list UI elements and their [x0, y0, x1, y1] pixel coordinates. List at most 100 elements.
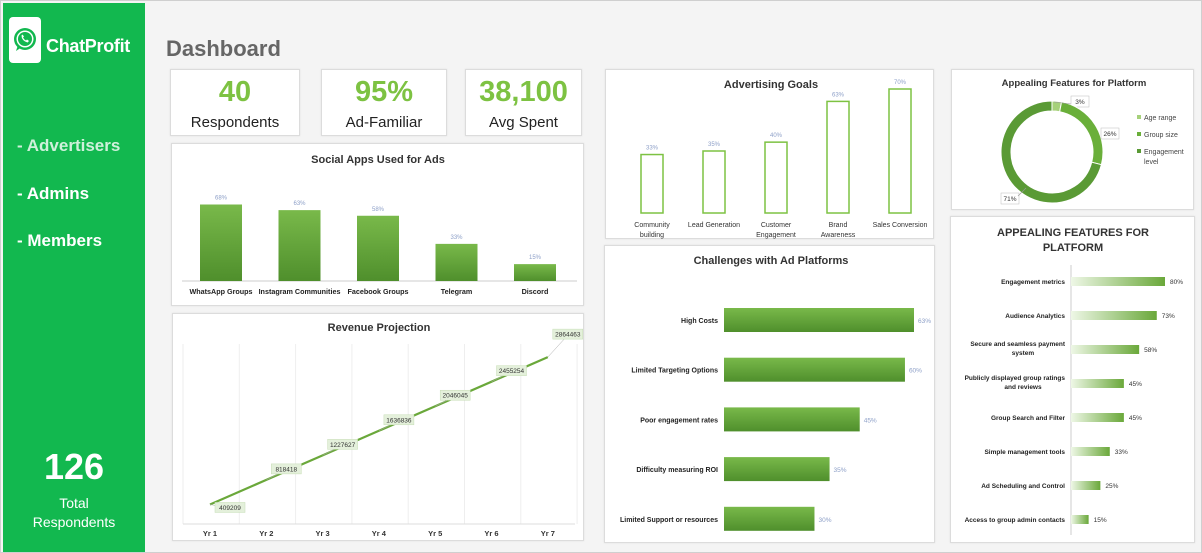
- slice-label-box: [1100, 127, 1120, 140]
- advertising-goals-card: Advertising Goals 33% Community building 35%…: [605, 69, 934, 239]
- social-apps-chart: Social Apps Used for Ads 68% WhatsApp Grou…: [182, 154, 577, 296]
- bar-data-label: 70%: [894, 80, 907, 86]
- data-label-box: [271, 463, 302, 475]
- bar-data-label: 30%: [818, 517, 831, 524]
- category-label: High Costs: [681, 318, 718, 325]
- kpi-label: Avg Spent: [489, 114, 558, 131]
- bar: [1071, 515, 1089, 524]
- data-label: 818418: [275, 466, 297, 473]
- legend-swatch: [1137, 132, 1141, 136]
- challenges-card: Challenges with Ad Platforms High Costs 63…: [604, 245, 935, 543]
- data-label-box: [496, 365, 527, 376]
- bar: [200, 204, 242, 281]
- category-label: Awareness: [821, 232, 856, 239]
- bar-data-label: 68%: [215, 196, 228, 202]
- data-label: 2864463: [555, 332, 581, 339]
- bar-data-label: 15%: [529, 255, 542, 261]
- data-label: 409209: [219, 505, 241, 512]
- bar-data-label: 58%: [1144, 347, 1157, 354]
- nav-item-admins[interactable]: - Admins: [17, 184, 90, 203]
- bar: [1071, 413, 1124, 422]
- category-label: Instagram Communities: [259, 287, 341, 296]
- bar-data-label: 35%: [708, 142, 721, 148]
- bar: [278, 210, 321, 281]
- chart-title: Challenges with Ad Platforms: [694, 255, 849, 267]
- slice-label: 71%: [1003, 196, 1016, 203]
- kpi-value: 40: [218, 76, 252, 108]
- bar-data-label: 33%: [646, 146, 659, 152]
- data-label-box: [439, 389, 471, 401]
- chart-title: Appealing Features for Platform: [1002, 78, 1147, 89]
- chart-title: APPEALING FEATURES FOR: [997, 227, 1149, 239]
- bar: [888, 88, 912, 214]
- bar-data-label: 40%: [770, 133, 783, 139]
- bar-data-label: 15%: [1094, 517, 1107, 524]
- x-tick-label: Yr 6: [484, 529, 498, 538]
- bar-data-label: 35%: [834, 467, 847, 474]
- legend-swatch: [1137, 115, 1141, 119]
- appealing-donut-chart: Appealing Features for Platform 3% 26% 71% A…: [1000, 78, 1184, 205]
- slice-label: 26%: [1103, 131, 1116, 138]
- category-label: Sales Conversion: [873, 222, 928, 229]
- bar-data-label: 73%: [1162, 313, 1175, 320]
- chart-title: PLATFORM: [1043, 242, 1103, 254]
- advertising-goals-chart: Advertising Goals 33% Community building 35%…: [634, 79, 928, 239]
- nav-item-members[interactable]: - Members: [17, 231, 103, 250]
- category-label: Telegram: [441, 287, 472, 296]
- legend-label: level: [1144, 159, 1159, 166]
- category-label: Audience Analytics: [1005, 313, 1065, 320]
- bar: [826, 100, 850, 214]
- category-label: Limited Targeting Options: [631, 368, 718, 375]
- bar-data-label: 63%: [832, 92, 845, 98]
- category-label: Poor engagement rates: [640, 417, 718, 424]
- category-label: Group Search and Filter: [991, 415, 1066, 422]
- category-label: Simple management tools: [984, 449, 1065, 456]
- data-label: 2046045: [443, 393, 469, 400]
- bar: [702, 150, 726, 214]
- category-label: Difficulty measuring ROI: [636, 467, 718, 474]
- legend-label: Engagement: [1144, 149, 1184, 156]
- bar-data-label: 45%: [1129, 415, 1142, 422]
- x-tick-label: Yr 3: [316, 529, 330, 538]
- bar-data-label: 60%: [909, 368, 922, 375]
- slice-label-box: [1000, 192, 1020, 205]
- data-label-box: [552, 328, 584, 340]
- kpi-card-avg-spent: 38,100 Avg Spent: [465, 69, 582, 136]
- bar: [514, 264, 556, 281]
- x-tick-label: Yr 2: [259, 529, 273, 538]
- page-title: Dashboard: [166, 36, 281, 61]
- bar: [1071, 345, 1140, 354]
- category-label: Community: [634, 222, 670, 229]
- nav-item-advertisers[interactable]: - Advertisers: [17, 136, 121, 155]
- slice-label-box: [1070, 95, 1090, 108]
- bar: [640, 153, 664, 214]
- category-label: Publicly displayed group ratings: [965, 375, 1066, 382]
- category-label: Customer: [761, 222, 792, 229]
- legend-label: Group size: [1144, 132, 1178, 139]
- kpi-label: Respondents: [190, 114, 280, 131]
- bar-data-label: 80%: [1170, 279, 1183, 286]
- bar: [724, 308, 914, 332]
- category-label: Secure and seamless payment: [970, 341, 1065, 348]
- bar-data-label: 58%: [372, 207, 385, 213]
- bar-data-label: 25%: [1105, 483, 1118, 490]
- appealing-features-chart: APPEALING FEATURES FOR PLATFORM 80% Engagem…: [965, 227, 1183, 535]
- kpi-card-ad-familiar: 95% Ad-Familiar: [321, 69, 447, 136]
- brand-name: ChatProfit: [46, 36, 130, 56]
- whatsapp-logo-icon: [9, 17, 41, 63]
- bar: [764, 141, 788, 214]
- data-label: 1227627: [330, 442, 356, 449]
- revenue-chart: Revenue Projection 409209 Yr 1 818418 Yr 2 12…: [182, 322, 584, 538]
- total-respondents-label: Total Respondents: [3, 494, 145, 532]
- leader-line: [1053, 101, 1072, 105]
- series-line: [209, 356, 549, 506]
- data-label-box: [327, 439, 358, 450]
- bar-data-label: 45%: [864, 417, 877, 424]
- bar: [1071, 481, 1101, 490]
- revenue-card: Revenue Projection 409209 Yr 1 818418 Yr 2 12…: [172, 313, 584, 541]
- bar: [724, 457, 830, 482]
- category-label: Access to group admin contacts: [965, 517, 1066, 524]
- bar: [1071, 311, 1157, 320]
- category-label: system: [1012, 350, 1035, 357]
